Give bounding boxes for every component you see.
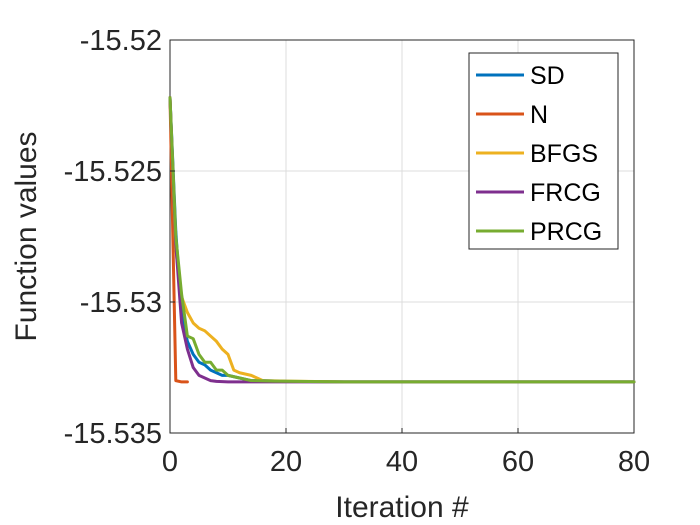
series-lines — [168, 96, 636, 384]
x-axis-ticks: 0 20 40 60 80 — [162, 428, 650, 478]
y-tick-label: -15.52 — [80, 25, 162, 57]
y-axis-ticks: -15.535 -15.53 -15.525 -15.52 — [64, 25, 175, 450]
series-line-n — [168, 96, 189, 384]
legend-label: BFGS — [530, 140, 598, 168]
series-line-frcg — [168, 96, 636, 384]
legend-box — [468, 52, 619, 250]
y-tick-label: -15.535 — [64, 418, 162, 450]
x-tick-label: 60 — [502, 446, 534, 478]
series-line-prcg — [168, 96, 636, 384]
legend-label: SD — [530, 62, 565, 90]
y-axis-label: Function values — [10, 131, 43, 341]
legend-label: N — [530, 101, 548, 129]
legend-label: FRCG — [530, 179, 601, 207]
x-tick-label: 20 — [270, 446, 302, 478]
y-tick-label: -15.53 — [80, 287, 162, 319]
x-tick-label: 40 — [386, 446, 418, 478]
x-tick-label: 0 — [162, 446, 178, 478]
legend: SD N BFGS FRCG PRCG — [468, 52, 619, 250]
x-axis-label: Iteration # — [335, 491, 469, 524]
x-tick-label: 80 — [618, 446, 650, 478]
legend-label: PRCG — [530, 218, 602, 246]
y-tick-label: -15.525 — [64, 156, 162, 188]
